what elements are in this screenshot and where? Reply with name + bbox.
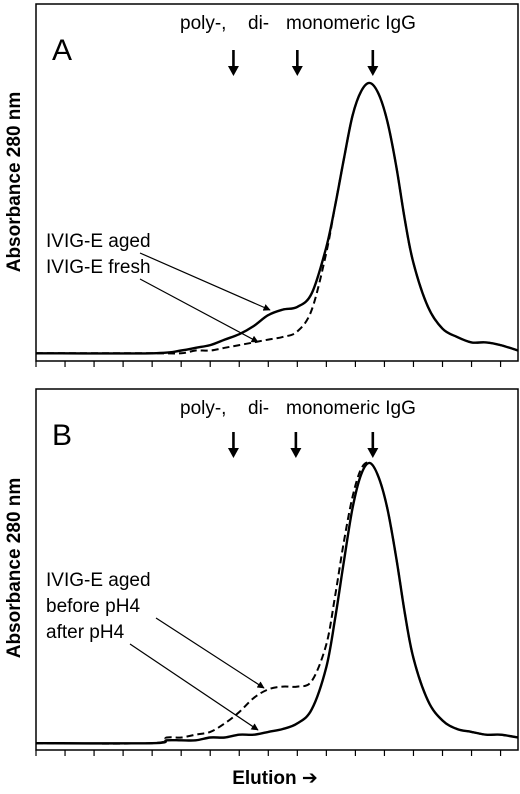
peak-marker-arrowhead <box>290 448 302 458</box>
panel-a-y-axis-label: Absorbance 280 nm <box>4 92 25 273</box>
panel-a-series <box>35 81 519 355</box>
panel-b-pointer-after <box>129 643 259 731</box>
panel-b-letter: B <box>52 419 72 452</box>
peak-marker-arrowhead <box>367 66 379 76</box>
panel-a-marker-label-di: di- <box>248 13 269 34</box>
panel-b-pointer-before <box>155 617 265 689</box>
panel-a-letter: A <box>52 34 72 67</box>
panel-a-frame <box>35 3 519 362</box>
panel-a-pointer-fresh <box>139 278 259 343</box>
panel-b: B Absorbance 280 nm poly-, di- monomeric… <box>4 388 519 789</box>
panel-b-marker-label-di: di- <box>248 398 269 419</box>
panel-b-annotation-before: before pH4 <box>46 596 140 617</box>
panel-b-annotation-aged: IVIG-E aged <box>46 570 151 591</box>
panel-b-marker-label-monomeric: monomeric IgG <box>286 398 416 419</box>
peak-marker-arrowhead <box>367 448 379 458</box>
panel-b-annotation-after: after pH4 <box>46 622 125 643</box>
series-line-ivig-e-aged <box>35 81 519 355</box>
peak-marker-arrowhead <box>227 448 239 458</box>
panel-a-annotation-aged: IVIG-E aged <box>46 231 151 252</box>
peak-marker-arrowhead <box>227 66 239 76</box>
panel-b-ticks <box>35 750 502 756</box>
panel-a-pointer-aged <box>139 252 271 311</box>
panel-a-ticks <box>35 361 502 367</box>
panel-b-marker-label-poly: poly-, <box>180 398 226 419</box>
panel-a: A Absorbance 280 nm poly-, di- monomeric… <box>4 3 519 367</box>
panel-b-peak-markers <box>227 432 379 458</box>
panel-a-peak-markers <box>227 50 379 76</box>
panel-b-y-axis-label: Absorbance 280 nm <box>4 478 25 659</box>
panel-a-marker-label-monomeric: monomeric IgG <box>286 13 416 34</box>
panel-a-marker-label-poly: poly-, <box>180 13 226 34</box>
x-axis-label: Elution ➔ <box>232 768 318 789</box>
panel-b-series <box>35 461 519 745</box>
series-line-after-ph4 <box>35 461 519 745</box>
series-line-ivig-e-fresh <box>36 81 519 355</box>
panel-b-frame <box>35 388 519 751</box>
panel-a-annotation-fresh: IVIG-E fresh <box>46 257 151 278</box>
peak-marker-arrowhead <box>291 66 303 76</box>
